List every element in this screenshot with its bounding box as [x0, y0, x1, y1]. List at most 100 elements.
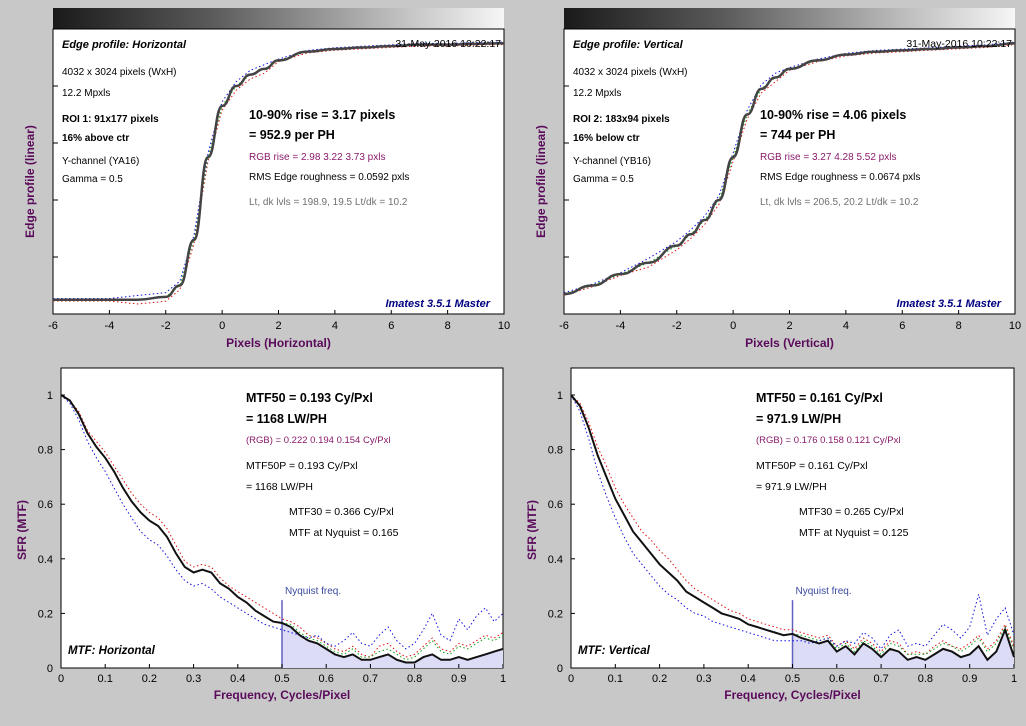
edge-title: Edge profile: Vertical: [573, 39, 684, 51]
mtf50p: MTF50P = 0.193 Cy/Pxl: [246, 460, 358, 472]
mtf-at-nyquist: MTF at Nyquist = 0.125: [799, 527, 909, 539]
mtf-panel-horizontal: Nyquist freq. 0 0.1 0.2 0.3 0.4 0.5 0.6 0.7 0.8 0.…: [15, 367, 506, 702]
rise-pixels: 10-90% rise = 4.06 pixels: [760, 108, 906, 122]
y-tick-label: 1: [47, 390, 53, 402]
gray-ramp-bar: [53, 8, 504, 29]
x-tick-label: 0.8: [918, 673, 933, 685]
edge-channel-r: [563, 44, 1016, 296]
x-tick-label: -6: [559, 320, 569, 332]
x-tick-label: -6: [48, 320, 58, 332]
rise-per-ph: = 952.9 per PH: [249, 128, 335, 142]
x-tick-label: 0: [730, 320, 736, 332]
mtf-series-b: [60, 394, 504, 650]
edge-profile-panel-horizontal: -6 -4 -2 0 2 4 6 8 10 Edge profile: Horizontal 31-…: [23, 8, 510, 350]
timestamp: 31-May-2016 10:22:17: [395, 38, 501, 50]
y-tick-label: 0.6: [38, 499, 53, 511]
y-tick-label: 0.2: [38, 608, 53, 620]
gray-ramp-bar: [564, 8, 1015, 29]
mtf-legend-label: MTF: Vertical: [578, 645, 651, 657]
x-tick-label: 10: [498, 320, 510, 332]
brand-label: Imatest 3.5.1 Master: [385, 298, 490, 310]
mtf-panel-vertical: Nyquist freq. 0 0.1 0.2 0.3 0.4 0.5 0.6 0.7 0.8 0.…: [525, 367, 1017, 702]
mtf50-rgb: (RGB) = 0.222 0.194 0.154 Cy/Pxl: [246, 435, 390, 446]
x-tick-label: 0.7: [873, 673, 888, 685]
mtf50-lwph: = 971.9 LW/PH: [756, 412, 841, 426]
y-axis-label: Edge profile (linear): [23, 125, 37, 238]
image-size: 4032 x 3024 pixels (WxH): [62, 67, 177, 78]
x-axis-label: Pixels (Horizontal): [226, 336, 331, 350]
edge-profile-curve: [52, 42, 505, 302]
x-axis-label: Frequency, Cycles/Pixel: [724, 688, 861, 702]
x-tick-label: 0.2: [652, 673, 667, 685]
x-tick-label: 0.3: [696, 673, 711, 685]
channel-label: Y-channel (YA16): [62, 156, 139, 167]
x-tick-label: 6: [899, 320, 905, 332]
nyquist-region: [282, 623, 503, 668]
x-tick-label: 2: [786, 320, 792, 332]
image-size: 4032 x 3024 pixels (WxH): [573, 67, 688, 78]
x-tick-label: 0.6: [319, 673, 334, 685]
y-axis-label: SFR (MTF): [15, 500, 29, 560]
roi-size: ROI 2: 183x94 pixels: [573, 114, 670, 125]
x-tick-label: 8: [956, 320, 962, 332]
plot-area: [52, 28, 505, 315]
y-tick-label: 0.4: [38, 554, 53, 566]
x-tick-label: 0.5: [785, 673, 800, 685]
x-tick-label: 4: [843, 320, 849, 332]
x-tick-label: 0.9: [451, 673, 466, 685]
mtf30: MTF30 = 0.265 Cy/Pxl: [799, 506, 904, 518]
y-tick-label: 0: [557, 663, 563, 675]
roi-position: 16% below ctr: [573, 133, 640, 144]
gamma-label: Gamma = 0.5: [573, 174, 634, 185]
y-tick-label: 0.8: [38, 445, 53, 457]
y-tick-label: 0.4: [548, 554, 563, 566]
x-tick-label: 0: [568, 673, 574, 685]
nyquist-region: [792, 629, 1014, 668]
gamma-label: Gamma = 0.5: [62, 174, 123, 185]
x-axis-label: Pixels (Vertical): [745, 336, 834, 350]
mtf-series-y: [60, 394, 504, 664]
mtf-at-nyquist: MTF at Nyquist = 0.165: [289, 527, 399, 539]
edge-roughness: RMS Edge roughness = 0.0674 pxls: [760, 172, 920, 183]
megapixels: 12.2 Mpxls: [573, 88, 621, 99]
light-dark-levels: Lt, dk lvls = 206.5, 20.2 Lt/dk = 10.2: [760, 197, 919, 208]
y-axis-label: SFR (MTF): [525, 500, 539, 560]
x-tick-label: 0: [58, 673, 64, 685]
nyquist-label: Nyquist freq.: [285, 586, 341, 597]
x-tick-label: 0.5: [274, 673, 289, 685]
nyquist-label: Nyquist freq.: [796, 586, 852, 597]
x-tick-label: 10: [1009, 320, 1021, 332]
mtf50: MTF50 = 0.161 Cy/Pxl: [756, 391, 883, 405]
y-tick-label: 0.2: [548, 608, 563, 620]
roi-position: 16% above ctr: [62, 133, 129, 144]
mtf50p: MTF50P = 0.161 Cy/Pxl: [756, 460, 868, 472]
x-axis-label: Frequency, Cycles/Pixel: [214, 688, 351, 702]
x-tick-label: 0.4: [230, 673, 245, 685]
x-tick-label: 1: [1011, 673, 1017, 685]
x-tick-label: 0: [219, 320, 225, 332]
x-tick-label: -4: [615, 320, 625, 332]
rise-pixels: 10-90% rise = 3.17 pixels: [249, 108, 395, 122]
x-tick-label: 0.3: [186, 673, 201, 685]
mtf-series-y: [570, 394, 1015, 662]
x-tick-label: 8: [445, 320, 451, 332]
x-tick-label: 1: [500, 673, 506, 685]
x-tick-label: 6: [388, 320, 394, 332]
y-tick-label: 1: [557, 390, 563, 402]
edge-profile-curve: [563, 42, 1016, 296]
edge-title: Edge profile: Horizontal: [62, 39, 187, 51]
edge-roughness: RMS Edge roughness = 0.0592 pxls: [249, 172, 409, 183]
x-tick-label: 0.7: [363, 673, 378, 685]
roi-size: ROI 1: 91x177 pixels: [62, 114, 159, 125]
y-tick-label: 0.6: [548, 499, 563, 511]
rise-per-ph: = 744 per PH: [760, 128, 835, 142]
y-tick-label: 0: [47, 663, 53, 675]
x-tick-label: 0.9: [962, 673, 977, 685]
edge-profile-panel-vertical: -6 -4 -2 0 2 4 6 8 10 Edge profile: Vertical 31-Ma…: [534, 8, 1021, 350]
y-axis-label: Edge profile (linear): [534, 125, 548, 238]
x-tick-label: -2: [672, 320, 682, 332]
mtf-series-r: [570, 394, 1015, 655]
mtf50p-lwph: = 1168 LW/PH: [246, 481, 313, 493]
